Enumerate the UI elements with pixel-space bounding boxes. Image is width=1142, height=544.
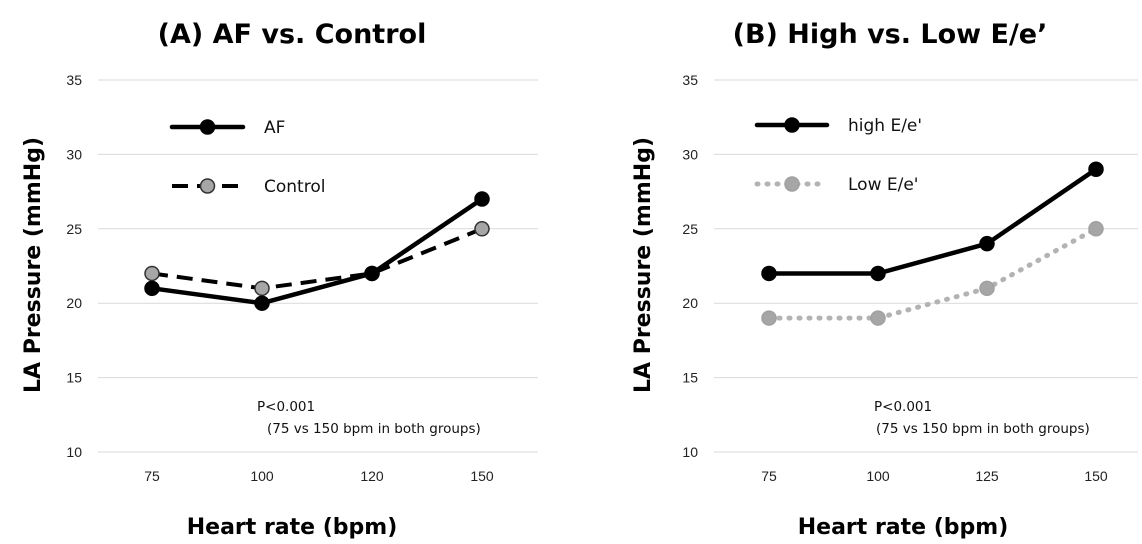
y-tick-label: 10	[682, 444, 698, 460]
chart-a-x-axis-title: Heart rate (bpm)	[187, 515, 398, 540]
data-point	[1088, 221, 1104, 237]
data-point	[254, 295, 270, 311]
chart-b-annotation-pvalue: P<0.001	[874, 399, 932, 415]
y-tick-label: 35	[682, 72, 698, 88]
legend-marker-high-e-e	[784, 117, 800, 133]
chart-a-x-ticks: 75 100 120 150	[144, 468, 494, 484]
chart-b-y-ticks: 10 15 20 25 30 35	[682, 72, 698, 460]
data-point	[979, 280, 995, 297]
y-tick-label: 15	[66, 370, 82, 386]
data-point	[1088, 161, 1104, 178]
data-point	[870, 265, 886, 282]
chart-a: (A) AF vs. Control Heart rate (bpm) LA P…	[21, 19, 538, 540]
x-tick-label: 150	[470, 468, 494, 484]
chart-a-annotation-comparison: (75 vs 150 bpm in both groups)	[267, 421, 481, 437]
legend-marker-low-e-e	[784, 176, 800, 192]
series-line-control	[151, 226, 483, 291]
data-point	[870, 310, 886, 326]
x-tick-label: 100	[250, 468, 274, 484]
data-point	[364, 265, 380, 282]
chart-a-series	[144, 191, 490, 311]
data-point	[761, 310, 777, 326]
chart-b-annotation-comparison: (75 vs 150 bpm in both groups)	[876, 421, 1090, 437]
x-tick-label: 120	[360, 468, 384, 484]
series-line-high-e-e	[766, 167, 1099, 276]
chart-a-gridlines	[98, 79, 538, 453]
x-tick-label: 100	[866, 468, 890, 484]
data-point	[761, 265, 777, 282]
y-tick-label: 35	[66, 72, 82, 88]
data-point	[979, 235, 995, 252]
legend-label-high-e-e: high E/e'	[848, 116, 922, 136]
legend-marker-control	[199, 178, 216, 194]
y-tick-label: 30	[682, 146, 698, 162]
legend-label-control: Control	[264, 177, 325, 197]
y-tick-label: 20	[682, 295, 698, 311]
data-point	[254, 280, 270, 297]
legend-label-af: AF	[264, 118, 285, 138]
data-point	[474, 191, 490, 207]
legend-label-low-e-e: Low E/e'	[848, 175, 918, 195]
chart-a-y-ticks: 10 15 20 25 30 35	[66, 72, 82, 460]
chart-a-y-axis-title: LA Pressure (mmHg)	[21, 137, 46, 393]
chart-b-legend: high E/e' Low E/e'	[754, 116, 922, 195]
legend-marker-af	[199, 119, 216, 135]
x-tick-label: 150	[1084, 468, 1108, 484]
y-tick-label: 15	[682, 370, 698, 386]
chart-b-series	[761, 161, 1104, 326]
chart-b-x-axis-title: Heart rate (bpm)	[798, 515, 1009, 540]
chart-b-title: (B) High vs. Low E/e’	[733, 19, 1048, 50]
y-tick-label: 20	[66, 295, 82, 311]
chart-b-y-axis-title: LA Pressure (mmHg)	[631, 137, 656, 393]
data-point	[144, 280, 160, 297]
data-point	[474, 221, 490, 237]
chart-b-gridlines	[714, 79, 1138, 453]
data-point	[144, 265, 160, 282]
x-tick-label: 125	[975, 468, 999, 484]
chart-a-legend: AF Control	[169, 118, 325, 197]
y-tick-label: 30	[66, 146, 82, 162]
series-line-af	[149, 196, 485, 306]
chart-b: (B) High vs. Low E/e’ Heart rate (bpm) L…	[631, 19, 1138, 540]
chart-a-annotation-pvalue: P<0.001	[257, 399, 315, 415]
chart-a-title: (A) AF vs. Control	[158, 19, 427, 50]
y-tick-label: 25	[66, 221, 82, 237]
y-tick-label: 10	[66, 444, 82, 460]
chart-b-x-ticks: 75 100 125 150	[761, 468, 1108, 484]
x-tick-label: 75	[144, 468, 160, 484]
y-tick-label: 25	[682, 221, 698, 237]
x-tick-label: 75	[761, 468, 777, 484]
